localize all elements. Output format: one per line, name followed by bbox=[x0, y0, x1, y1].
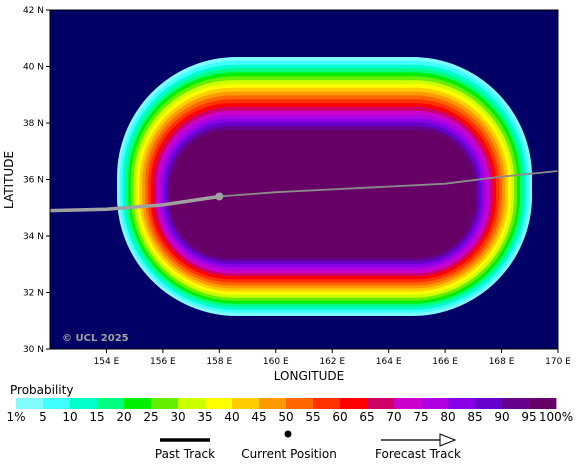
colorbar-segment-25 bbox=[151, 398, 179, 409]
colorbar-label: 85 bbox=[467, 410, 482, 424]
lon-tick-label: 154 E bbox=[94, 357, 120, 367]
lon-tick-label: 164 E bbox=[376, 357, 402, 367]
lon-tick-label: 156 E bbox=[150, 357, 176, 367]
lat-tick-label: 40 N bbox=[23, 63, 44, 73]
legend-title: Probability bbox=[10, 383, 73, 397]
current-position-legend-label: Current Position bbox=[241, 447, 337, 461]
colorbar-label: 100% bbox=[539, 410, 573, 424]
colorbar-segment-75 bbox=[421, 398, 449, 409]
colorbar-segment-70 bbox=[394, 398, 422, 409]
lat-tick-label: 30 N bbox=[23, 345, 44, 355]
past-track-legend-label: Past Track bbox=[155, 447, 215, 461]
lon-tick-label: 170 E bbox=[545, 357, 571, 367]
lon-tick-label: 160 E bbox=[263, 357, 289, 367]
lon-tick-label: 168 E bbox=[489, 357, 515, 367]
colorbar-segment-90 bbox=[502, 398, 530, 409]
colorbar-label: 90 bbox=[494, 410, 509, 424]
colorbar-label: 95 bbox=[521, 410, 536, 424]
colorbar-segment-20 bbox=[124, 398, 152, 409]
current-position-marker bbox=[215, 192, 224, 201]
forecast-track-line bbox=[219, 170, 558, 198]
colorbar-label: 50 bbox=[278, 410, 293, 424]
colorbar-label: 40 bbox=[224, 410, 239, 424]
forecast-track-legend-label: Forecast Track bbox=[375, 447, 461, 461]
colorbar-segment-35 bbox=[205, 398, 233, 409]
colorbar-segment-50 bbox=[286, 398, 314, 409]
colorbar-label: 1% bbox=[6, 410, 25, 424]
lon-tick-label: 166 E bbox=[432, 357, 458, 367]
past-track-line bbox=[50, 194, 220, 213]
colorbar-segment-30 bbox=[178, 398, 206, 409]
colorbar-segment-55 bbox=[313, 398, 341, 409]
longitude-ticks: 154 E 156 E 158 E 160 E 162 E 164 E 166 E 168 E… bbox=[94, 349, 571, 367]
probability-colorbar bbox=[16, 398, 557, 409]
colorbar-segment-10 bbox=[70, 398, 98, 409]
colorbar-label: 35 bbox=[197, 410, 212, 424]
colorbar-segment-5 bbox=[43, 398, 71, 409]
colorbar-label: 45 bbox=[251, 410, 266, 424]
colorbar-label: 15 bbox=[89, 410, 104, 424]
probability-contours bbox=[117, 57, 532, 316]
colorbar-label: 60 bbox=[332, 410, 347, 424]
colorbar-label: 55 bbox=[305, 410, 320, 424]
x-axis-label: LONGITUDE bbox=[274, 369, 344, 383]
lat-tick-label: 38 N bbox=[23, 119, 44, 129]
colorbar-segment-95 bbox=[529, 398, 557, 409]
lon-tick-label: 162 E bbox=[319, 357, 345, 367]
colorbar-segment-80 bbox=[448, 398, 476, 409]
lat-tick-label: 32 N bbox=[23, 289, 44, 299]
lon-tick-label: 158 E bbox=[206, 357, 232, 367]
probability-band-95 bbox=[170, 130, 475, 258]
probability-colorbar-labels: 1% 5 10 15 20 25 30 35 40 45 50 55 60 65 70 75 80 85 90 95 1… bbox=[6, 410, 573, 424]
colorbar-segment-60 bbox=[340, 398, 368, 409]
colorbar-label: 30 bbox=[170, 410, 185, 424]
latitude-ticks: 30 N 32 N 34 N 36 N 38 N 40 N 42 N bbox=[23, 6, 50, 355]
colorbar-segment-15 bbox=[97, 398, 125, 409]
copyright-text: © UCL 2025 bbox=[62, 333, 129, 344]
colorbar-label: 5 bbox=[39, 410, 47, 424]
colorbar-label: 25 bbox=[143, 410, 158, 424]
colorbar-segment-40 bbox=[232, 398, 260, 409]
current-position-legend-symbol bbox=[284, 430, 292, 438]
colorbar-segment-85 bbox=[475, 398, 503, 409]
colorbar-segment-65 bbox=[367, 398, 395, 409]
lat-tick-label: 34 N bbox=[23, 232, 44, 242]
colorbar-segment-45 bbox=[259, 398, 287, 409]
lat-tick-label: 42 N bbox=[23, 6, 44, 16]
y-axis-label: LATITUDE bbox=[2, 151, 16, 209]
colorbar-label: 80 bbox=[440, 410, 455, 424]
colorbar-label: 70 bbox=[386, 410, 401, 424]
colorbar-label: 20 bbox=[116, 410, 131, 424]
colorbar-label: 10 bbox=[62, 410, 77, 424]
forecast-track-legend-symbol bbox=[381, 433, 457, 447]
colorbar-label: 75 bbox=[413, 410, 428, 424]
lat-tick-label: 36 N bbox=[23, 176, 44, 186]
colorbar-label: 65 bbox=[359, 410, 374, 424]
colorbar-segment-1 bbox=[16, 398, 44, 409]
